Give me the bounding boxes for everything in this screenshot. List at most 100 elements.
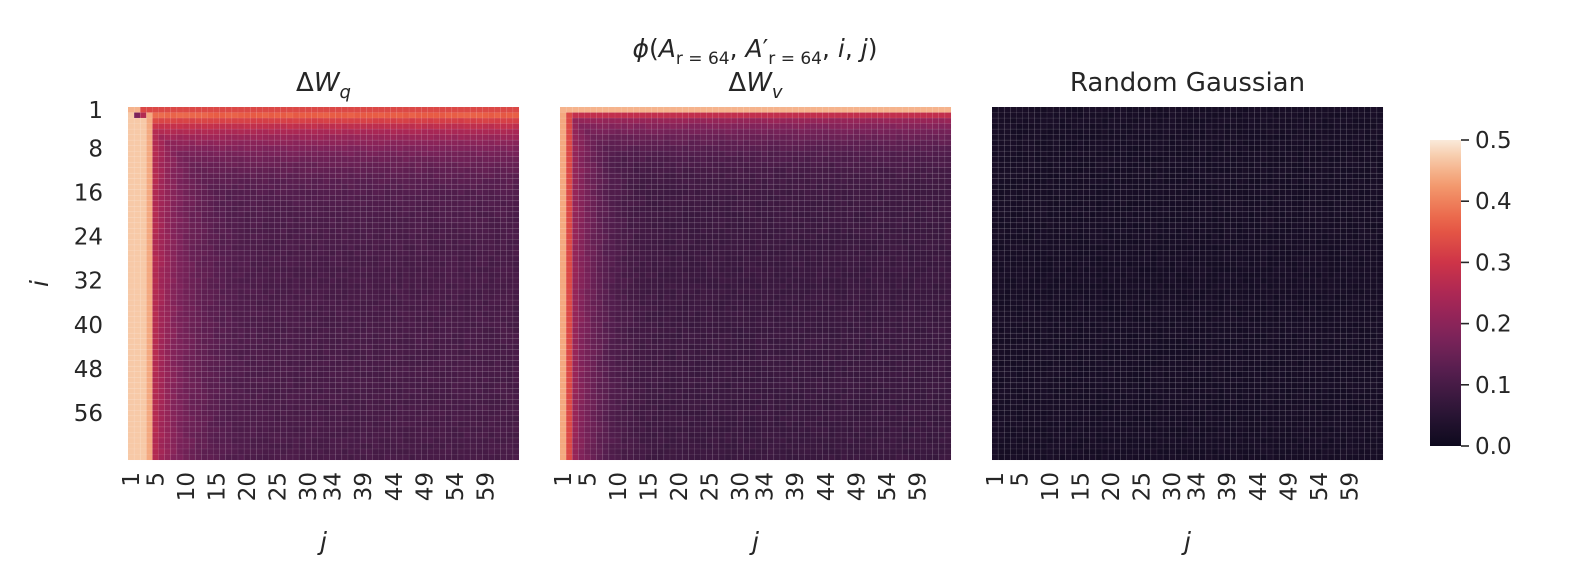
heatmap-cell	[402, 145, 410, 152]
heatmap-cell	[421, 371, 428, 378]
heatmap-cell	[451, 112, 458, 119]
heatmap-cell	[476, 289, 483, 295]
heatmap-cell	[427, 250, 434, 256]
heatmap-cell	[250, 415, 257, 422]
heatmap-cell	[176, 211, 184, 218]
heatmap-cell	[225, 300, 232, 306]
heatmap-cell	[908, 123, 915, 130]
heatmap-cell	[433, 448, 440, 455]
heatmap-cell	[225, 454, 232, 461]
heatmap-cell	[390, 272, 397, 279]
heatmap-cell	[134, 393, 141, 400]
heatmap-cell	[170, 382, 177, 389]
heatmap-cell	[853, 156, 860, 163]
heatmap-cell	[225, 211, 232, 218]
heatmap-cell	[816, 118, 823, 124]
heatmap-cell	[372, 261, 379, 267]
heatmap-cell	[657, 134, 664, 141]
heatmap-cell	[372, 145, 379, 152]
heatmap-cell	[299, 156, 306, 163]
heatmap-cell	[231, 233, 238, 240]
heatmap-cell	[219, 283, 226, 290]
heatmap-cell	[286, 200, 293, 207]
heatmap-cell	[402, 366, 410, 372]
heatmap-cell	[378, 112, 385, 119]
heatmap-cell	[152, 217, 159, 223]
heatmap-cell	[146, 239, 153, 245]
heatmap-cell	[384, 454, 391, 461]
y-tick-label: 1	[88, 98, 103, 124]
heatmap-cell	[146, 327, 153, 334]
heatmap-cell	[476, 134, 483, 141]
heatmap-cell	[244, 211, 251, 218]
heatmap-cell	[572, 167, 579, 174]
heatmap-cell	[476, 195, 483, 201]
heatmap-cell	[464, 189, 471, 196]
heatmap-cell	[244, 382, 251, 389]
heatmap-cell	[798, 112, 805, 119]
heatmap-cell	[341, 377, 348, 383]
heatmap-cell	[706, 156, 713, 163]
heatmap-cell	[464, 206, 471, 212]
heatmap-cell	[908, 156, 915, 163]
heatmap-cell	[834, 162, 842, 168]
heatmap-cell	[506, 349, 513, 356]
heatmap-cell	[718, 167, 725, 174]
heatmap-cell	[494, 311, 501, 317]
heatmap-cell	[445, 222, 452, 229]
heatmap-cell	[657, 151, 664, 157]
heatmap-cell	[237, 410, 245, 416]
heatmap-cell	[347, 167, 355, 174]
heatmap-cell	[390, 382, 397, 389]
heatmap-cell	[280, 228, 287, 234]
heatmap-cell	[421, 344, 428, 350]
heatmap-cell	[299, 294, 306, 301]
heatmap-cell	[164, 134, 171, 141]
heatmap-cell	[494, 228, 501, 234]
heatmap-cell	[822, 123, 829, 130]
heatmap-cell	[908, 129, 915, 135]
heatmap-cell	[201, 178, 208, 185]
heatmap-cell	[464, 338, 471, 345]
heatmap-cell	[299, 162, 306, 168]
x-axis-label: j	[317, 527, 327, 556]
heatmap-cell	[189, 366, 196, 372]
heatmap-cell	[311, 454, 318, 461]
heatmap-cell	[207, 305, 214, 312]
heatmap-cell	[384, 211, 391, 218]
heatmap-cell	[749, 140, 756, 146]
heatmap-cell	[451, 410, 458, 416]
heatmap-cell	[335, 410, 342, 416]
heatmap-cell	[360, 399, 367, 405]
heatmap-cell	[317, 388, 324, 394]
heatmap-cell	[500, 311, 507, 317]
heatmap-cell	[384, 228, 391, 234]
heatmap-cell	[268, 167, 275, 174]
heatmap-cell	[201, 327, 208, 334]
heatmap-cell	[146, 244, 153, 251]
heatmap-cell	[396, 195, 403, 201]
heatmap-cell	[512, 118, 520, 124]
heatmap-cell	[372, 184, 379, 190]
heatmap-cell	[152, 134, 159, 141]
heatmap-cell	[225, 399, 232, 405]
heatmap-cell	[207, 338, 214, 345]
heatmap-cell	[323, 184, 330, 190]
heatmap-cell	[268, 322, 275, 328]
heatmap-cell	[195, 266, 202, 273]
heatmap-cell	[488, 377, 495, 383]
heatmap-cell	[360, 250, 367, 256]
heatmap-cell	[384, 355, 391, 361]
heatmap-cell	[231, 189, 238, 196]
heatmap-cell	[170, 178, 177, 185]
heatmap-cell	[140, 415, 147, 422]
heatmap-cell	[360, 244, 367, 251]
heatmap-cell	[250, 261, 257, 267]
heatmap-cell	[140, 266, 147, 273]
heatmap-cell	[207, 266, 214, 273]
heatmap-cell	[146, 134, 153, 141]
heatmap-cell	[134, 244, 141, 251]
heatmap-cell	[134, 338, 141, 345]
heatmap-cell	[470, 222, 477, 229]
heatmap-cell	[853, 112, 860, 119]
